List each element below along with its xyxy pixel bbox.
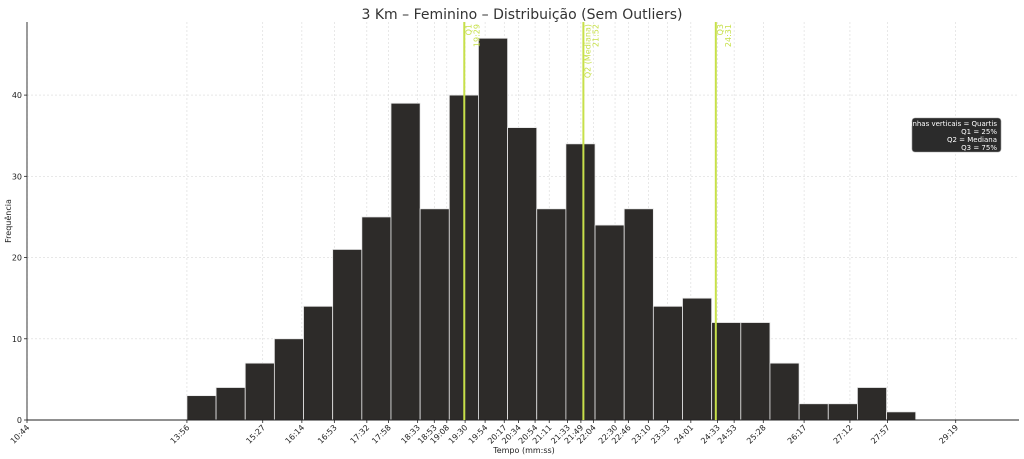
- quartile-time-label: 21:52: [591, 24, 600, 47]
- y-tick-label: 20: [12, 254, 22, 263]
- histogram-bar: [478, 37, 508, 421]
- histogram-bar: [682, 297, 713, 421]
- x-tick-label: 24:01: [673, 423, 696, 446]
- histogram-bar: [303, 305, 334, 421]
- x-tick-label: 26:17: [786, 423, 809, 446]
- histogram-bar: [886, 411, 917, 421]
- x-tick-label: 27:57: [869, 423, 892, 446]
- histogram-bar: [769, 362, 800, 421]
- x-tick-label: 17:58: [370, 423, 393, 446]
- x-tick-label: 23:10: [630, 423, 653, 446]
- legend-line: Linhas verticais = Quartis: [907, 120, 998, 128]
- histogram-bar: [390, 102, 421, 421]
- x-tick-label: 15:27: [244, 423, 267, 446]
- quartile-name-label: Q3: [716, 24, 725, 35]
- histogram-bar: [798, 403, 829, 421]
- histogram-bar: [623, 208, 654, 421]
- legend-line: Q3 = 75%: [961, 144, 997, 152]
- y-tick-label: 0: [17, 416, 22, 425]
- histogram-bar: [215, 387, 246, 421]
- y-tick-label: 30: [12, 172, 22, 181]
- legend-line: Q1 = 25%: [961, 128, 997, 136]
- quartile-time-label: 24:31: [724, 24, 733, 47]
- legend-background: [911, 117, 1002, 153]
- histogram-bar: [652, 305, 683, 421]
- x-tick-label: 16:14: [284, 423, 307, 446]
- histogram-bar: [536, 208, 567, 421]
- histogram-bar: [361, 216, 392, 421]
- x-tick-label: 19:30: [447, 423, 470, 446]
- histogram-bar: [244, 362, 275, 421]
- histogram-bar: [594, 224, 625, 421]
- x-tick-label: 27:12: [832, 423, 855, 446]
- histogram-bar: [857, 387, 887, 421]
- histogram-bar: [332, 249, 363, 421]
- histogram-bar: [507, 127, 538, 421]
- x-tick-label: 10:44: [9, 423, 32, 446]
- x-tick-label: 16:53: [316, 423, 339, 446]
- histogram-bar: [273, 338, 304, 421]
- quartile-name-label: Q1: [464, 24, 473, 35]
- y-tick-label: 40: [12, 91, 22, 100]
- x-tick-label: 17:32: [349, 423, 372, 446]
- x-axis-label: Tempo (mm:ss): [492, 446, 555, 455]
- x-tick-label: 25:28: [745, 423, 768, 446]
- histogram-bar: [740, 322, 771, 421]
- chart-title: 3 Km – Feminino – Distribuição (Sem Outl…: [362, 7, 683, 23]
- quartile-name-label: Q2 (Mediana): [583, 24, 592, 78]
- y-tick-label: 10: [12, 335, 22, 344]
- histogram-bar: [186, 395, 217, 421]
- x-tick-label: 13:56: [169, 423, 192, 446]
- y-axis-label: Frequência: [3, 199, 13, 243]
- x-tick-label: 24:53: [716, 423, 739, 446]
- histogram-bar: [827, 403, 858, 421]
- histogram-bar: [419, 208, 450, 421]
- histogram-bar: [565, 143, 596, 421]
- x-tick-label: 23:33: [649, 423, 672, 446]
- bars-layer: [186, 37, 917, 421]
- x-tick-label: 19:54: [467, 423, 490, 446]
- quartile-time-label: 19:29: [472, 24, 481, 47]
- legend-line: Q2 = Mediana: [947, 136, 997, 144]
- quartile-layer: Q1 19:29 Q2 (Mediana) 21:52 Q3 24:31: [463, 22, 733, 420]
- x-tick-label: 29:19: [937, 423, 960, 446]
